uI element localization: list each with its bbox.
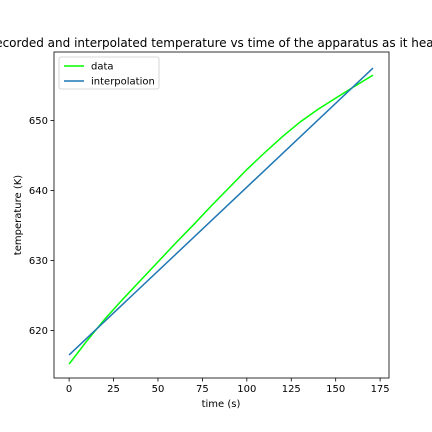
x-tick-label: 175 [371,384,390,395]
x-tick-label: 125 [282,384,301,395]
x-tick-label: 150 [326,384,345,395]
y-axis-label: temperature (K) [13,175,24,255]
y-axis: 620 630 640 650 [29,116,54,337]
chart-title: Recorded and interpolated temperature vs… [0,36,432,50]
legend-label-data: data [91,62,114,73]
y-tick-label: 620 [29,326,48,337]
y-tick-label: 650 [29,116,48,127]
x-tick-label: 50 [152,384,165,395]
x-tick-label: 100 [237,384,256,395]
y-tick-label: 640 [29,186,48,197]
series-line-interpolation [68,67,374,356]
x-axis-label: time (s) [202,399,241,410]
series-line-data [68,74,374,365]
legend-label-interpolation: interpolation [91,77,155,88]
y-tick-label: 630 [29,256,48,267]
legend: data interpolation [58,56,160,90]
x-tick-label: 0 [66,384,72,395]
x-axis: 0 25 50 75 100 125 150 175 [66,378,390,395]
x-tick-label: 25 [107,384,120,395]
x-tick-label: 75 [196,384,209,395]
plot-area [68,67,374,365]
plot-frame [53,51,390,379]
